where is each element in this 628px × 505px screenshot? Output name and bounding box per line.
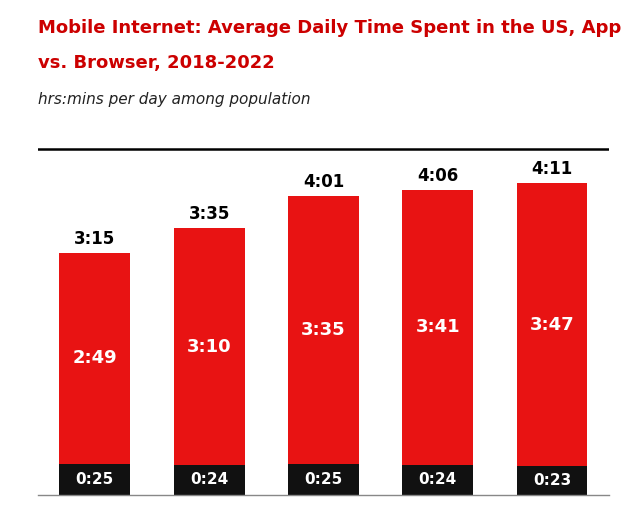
Text: Mobile Internet: Average Daily Time Spent in the US, App: Mobile Internet: Average Daily Time Spen… [38, 19, 621, 37]
Text: 0:23: 0:23 [533, 473, 571, 488]
Text: 0:25: 0:25 [76, 472, 114, 487]
Text: 3:47: 3:47 [529, 316, 575, 334]
Text: 3:35: 3:35 [301, 321, 346, 339]
Text: hrs:mins per day among population: hrs:mins per day among population [38, 92, 310, 107]
Bar [288, 196, 359, 464]
Bar [403, 465, 473, 495]
Bar [60, 464, 130, 495]
Text: 3:15: 3:15 [74, 230, 116, 248]
Text: 4:11: 4:11 [531, 161, 573, 178]
Text: 3:41: 3:41 [415, 318, 460, 336]
Bar [517, 183, 587, 466]
Bar [517, 466, 587, 495]
Text: 4:01: 4:01 [303, 173, 344, 191]
Text: 3:10: 3:10 [187, 338, 232, 356]
Bar [403, 189, 473, 465]
Bar [174, 465, 244, 495]
Text: 3:35: 3:35 [188, 205, 230, 223]
Bar [60, 253, 130, 464]
Text: 0:24: 0:24 [190, 473, 228, 487]
Text: 0:25: 0:25 [305, 472, 342, 487]
Bar [174, 228, 244, 465]
Text: 2:49: 2:49 [72, 349, 117, 368]
Bar [288, 464, 359, 495]
Text: vs. Browser, 2018-2022: vs. Browser, 2018-2022 [38, 54, 274, 72]
Text: 0:24: 0:24 [419, 473, 457, 487]
Text: 4:06: 4:06 [417, 167, 458, 185]
